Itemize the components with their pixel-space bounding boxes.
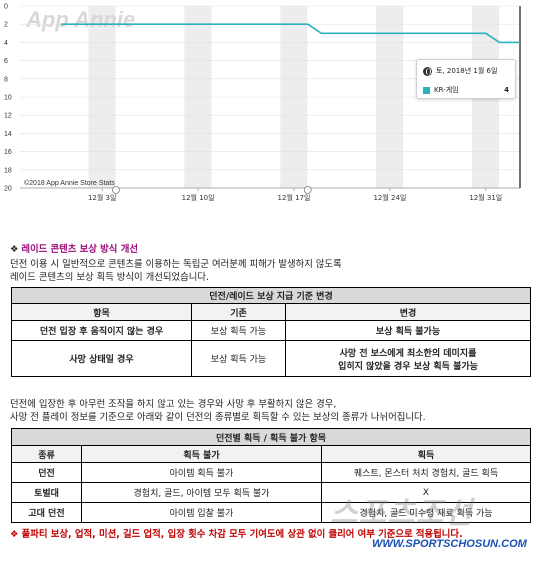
y-tick-label: 4 [4, 40, 8, 47]
app-annie-watermark: App Annie [25, 7, 135, 32]
table-row: 던전 입장 후 움직이지 않는 경우 보상 획득 가능 보상 획득 불가능 [11, 320, 531, 341]
x-tick-label: 12월 3일 [88, 193, 116, 202]
footnote: ❖ 풀파티 보상, 업적, 미션, 길드 업적, 입장 횟수 차감 모두 기여도… [10, 526, 463, 540]
diamond-icon: ❖ [10, 529, 22, 540]
cell-line: 사망 전 보스에게 최소한의 데미지를 [339, 348, 477, 359]
section-paragraph: 던전 이용 시 일반적으로 콘텐츠를 이용하는 독립군 여러분께 피해가 발생하… [10, 258, 532, 284]
table-cell: 보상 획득 가능 [191, 320, 286, 341]
reward-criteria-table: 던전/레이드 보상 지급 기준 변경 항목 기존 변경 던전 입장 후 움직이지… [11, 287, 531, 377]
table-cell: 던전 [11, 462, 82, 483]
y-tick-label: 2 [4, 22, 8, 29]
x-tick-label: 12월 31일 [469, 193, 502, 202]
paragraph-line: 던전에 입장한 후 아무런 조작을 하지 않고 있는 경우와 사망 후 부활하지… [10, 399, 337, 410]
tooltip-series-label: KR-게임 [434, 86, 459, 94]
series-line [61, 23, 520, 44]
y-tick-label: 12 [4, 113, 12, 120]
table-cell: 경험치, 골드, 아이템 모두 획득 불가 [81, 482, 322, 503]
table-row: 사망 상태일 경우 보상 획득 가능 사망 전 보스에게 최소한의 데미지를 입… [11, 340, 531, 377]
table-cell: 보상 획득 가능 [191, 340, 286, 377]
column-header: 획득 불가 [81, 445, 322, 463]
table-cell: 사망 상태일 경우 [11, 340, 192, 377]
column-header: 획득 [321, 445, 531, 463]
table-row: 던전 아이템 획득 불가 퀘스트, 몬스터 처치 경험치, 골드 획득 [11, 462, 531, 483]
paragraph-line: 레이드 콘텐츠의 보상 획득 방식이 개선되었습니다. [10, 272, 210, 283]
y-tick-label: 14 [4, 131, 12, 138]
y-tick-label: 6 [4, 58, 8, 65]
column-header: 변경 [285, 303, 531, 321]
chart-copyright: ©2018 App Annie Store Stats [24, 179, 115, 187]
paragraph-line: 사망 전 플레이 정보를 기준으로 아래와 같이 던전의 종류별로 획득할 수 … [10, 412, 426, 423]
table-cell: 사망 전 보스에게 최소한의 데미지를 입히지 않았을 경우 보상 획득 불가능 [285, 340, 531, 377]
column-header: 종류 [11, 445, 82, 463]
y-tick-label: 20 [4, 186, 12, 193]
table-cell: 고대 던전 [11, 502, 82, 523]
table-title: 던전/레이드 보상 지급 기준 변경 [11, 287, 531, 304]
table-cell: 던전 입장 후 움직이지 않는 경우 [11, 320, 192, 341]
rank-chart: App Annie 0 2 4 6 8 10 12 14 16 18 20 12월 3일 12월 10일 1… [0, 0, 540, 210]
table-cell: 보상 획득 불가능 [285, 320, 531, 341]
table-cell: 퀘스트, 몬스터 처치 경험치, 골드 획득 [321, 462, 531, 483]
second-paragraph: 던전에 입장한 후 아무런 조작을 하지 않고 있는 경우와 사망 후 부활하지… [10, 398, 532, 424]
y-tick-label: 10 [4, 95, 12, 102]
y-tick-label: 18 [4, 167, 12, 174]
section-heading: ❖ 레이드 콘텐츠 보상 방식 개선 [10, 243, 532, 256]
y-tick-label: 8 [4, 76, 8, 83]
chart-tooltip: 토, 2018년 1월 6일 KR-게임 4 [416, 59, 516, 99]
diamond-icon: ❖ [10, 244, 19, 255]
sportschosun-url-watermark: WWW.SPORTSCHOSUN.COM [372, 538, 527, 550]
x-tick-label: 12월 17일 [278, 193, 311, 202]
rank-chart-svg: App Annie 0 2 4 6 8 10 12 14 16 18 20 12월 3일 12월 10일 1… [4, 4, 521, 202]
tooltip-date: 토, 2018년 1월 6일 [436, 67, 498, 75]
table-row: 고대 던전 아이템 입찰 불가 경험치, 골드 미수령 재료 획득 가능 [11, 502, 531, 523]
x-tick-label: 12월 10일 [182, 193, 215, 202]
section-title: 레이드 콘텐츠 보상 방식 개선 [21, 244, 138, 255]
table-cell: 아이템 획득 불가 [81, 462, 322, 483]
event-marker [112, 186, 120, 194]
table-cell: 아이템 입찰 불가 [81, 502, 322, 523]
column-header: 기존 [191, 303, 286, 321]
column-header: 항목 [11, 303, 192, 321]
series-swatch-icon [423, 86, 430, 94]
event-marker [303, 186, 312, 194]
dungeon-items-table: 던전별 획득 / 획득 불가 항목 종류 획득 불가 획득 던전 아이템 획득 … [11, 428, 531, 523]
table-cell: 경험치, 골드 미수령 재료 획득 가능 [321, 502, 531, 523]
tooltip-value: 4 [504, 86, 509, 94]
footnote-text: 풀파티 보상, 업적, 미션, 길드 업적, 입장 횟수 차감 모두 기여도에 … [21, 529, 463, 540]
globe-icon [423, 66, 432, 76]
table-cell: 토벌대 [11, 482, 82, 503]
x-tick-label: 12월 24일 [373, 193, 406, 202]
sportschosun-watermark: 스포츠조선 [330, 497, 473, 530]
y-tick-label: 16 [4, 149, 12, 156]
paragraph-line: 던전 이용 시 일반적으로 콘텐츠를 이용하는 독립군 여러분께 피해가 발생하… [10, 259, 342, 270]
table-title: 던전별 획득 / 획득 불가 항목 [11, 428, 531, 446]
y-tick-label: 0 [4, 4, 8, 11]
cell-line: 입히지 않았을 경우 보상 획득 불가능 [338, 361, 478, 372]
